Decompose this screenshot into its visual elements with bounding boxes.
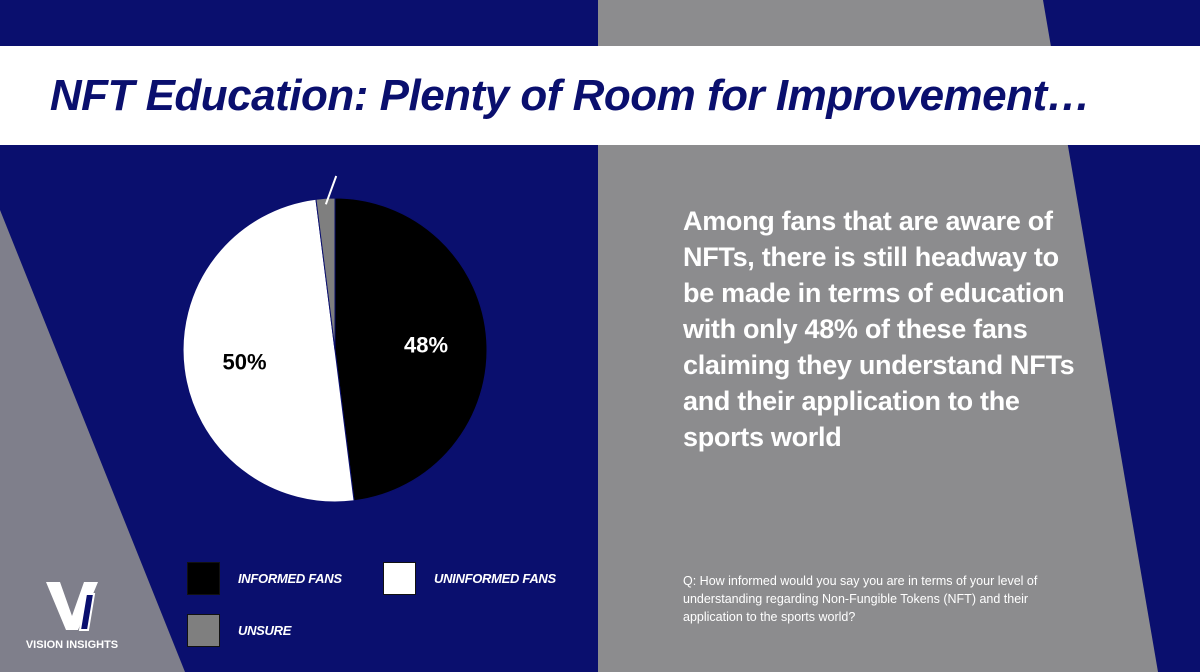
legend-swatch-informed-fans xyxy=(187,562,220,595)
page-title: NFT Education: Plenty of Room for Improv… xyxy=(49,71,1091,120)
legend-item-uninformed-fans: UNINFORMED FANS xyxy=(383,562,556,595)
vision-insights-logo-icon xyxy=(46,582,98,631)
survey-question: Q: How informed would you say you are in… xyxy=(683,574,1038,624)
legend-item-unsure: UNSURE xyxy=(187,614,291,647)
pie-slice-informed-fans xyxy=(334,197,488,502)
title-banner xyxy=(0,46,1200,145)
pie-slice-uninformed-fans xyxy=(182,198,355,503)
legend-label-unsure: UNSURE xyxy=(238,623,292,638)
legend-label-uninformed-fans: UNINFORMED FANS xyxy=(434,571,556,586)
legend-item-informed-fans: INFORMED FANS xyxy=(187,562,342,595)
insight-text: Among fans that are aware of NFTs, there… xyxy=(683,206,1075,452)
brand-logo: VISION INSIGHTS xyxy=(22,580,122,651)
brand-name: VISION INSIGHTS xyxy=(25,639,119,651)
background-right-stripe xyxy=(1043,0,1200,672)
pie-slice-unsure xyxy=(315,197,336,351)
pie-label-uninformed-fans: 50% xyxy=(222,349,266,374)
pie-label-unsure: 2% xyxy=(327,165,359,167)
pie-chart: 48% 50% 2% xyxy=(182,165,488,503)
legend-label-informed-fans: INFORMED FANS xyxy=(238,571,342,586)
legend-swatch-unsure xyxy=(187,614,220,647)
legend-swatch-uninformed-fans xyxy=(383,562,416,595)
pie-label-informed-fans: 48% xyxy=(404,332,448,357)
pie-leader-line-unsure xyxy=(324,175,338,205)
background-left-stripe xyxy=(0,210,185,672)
